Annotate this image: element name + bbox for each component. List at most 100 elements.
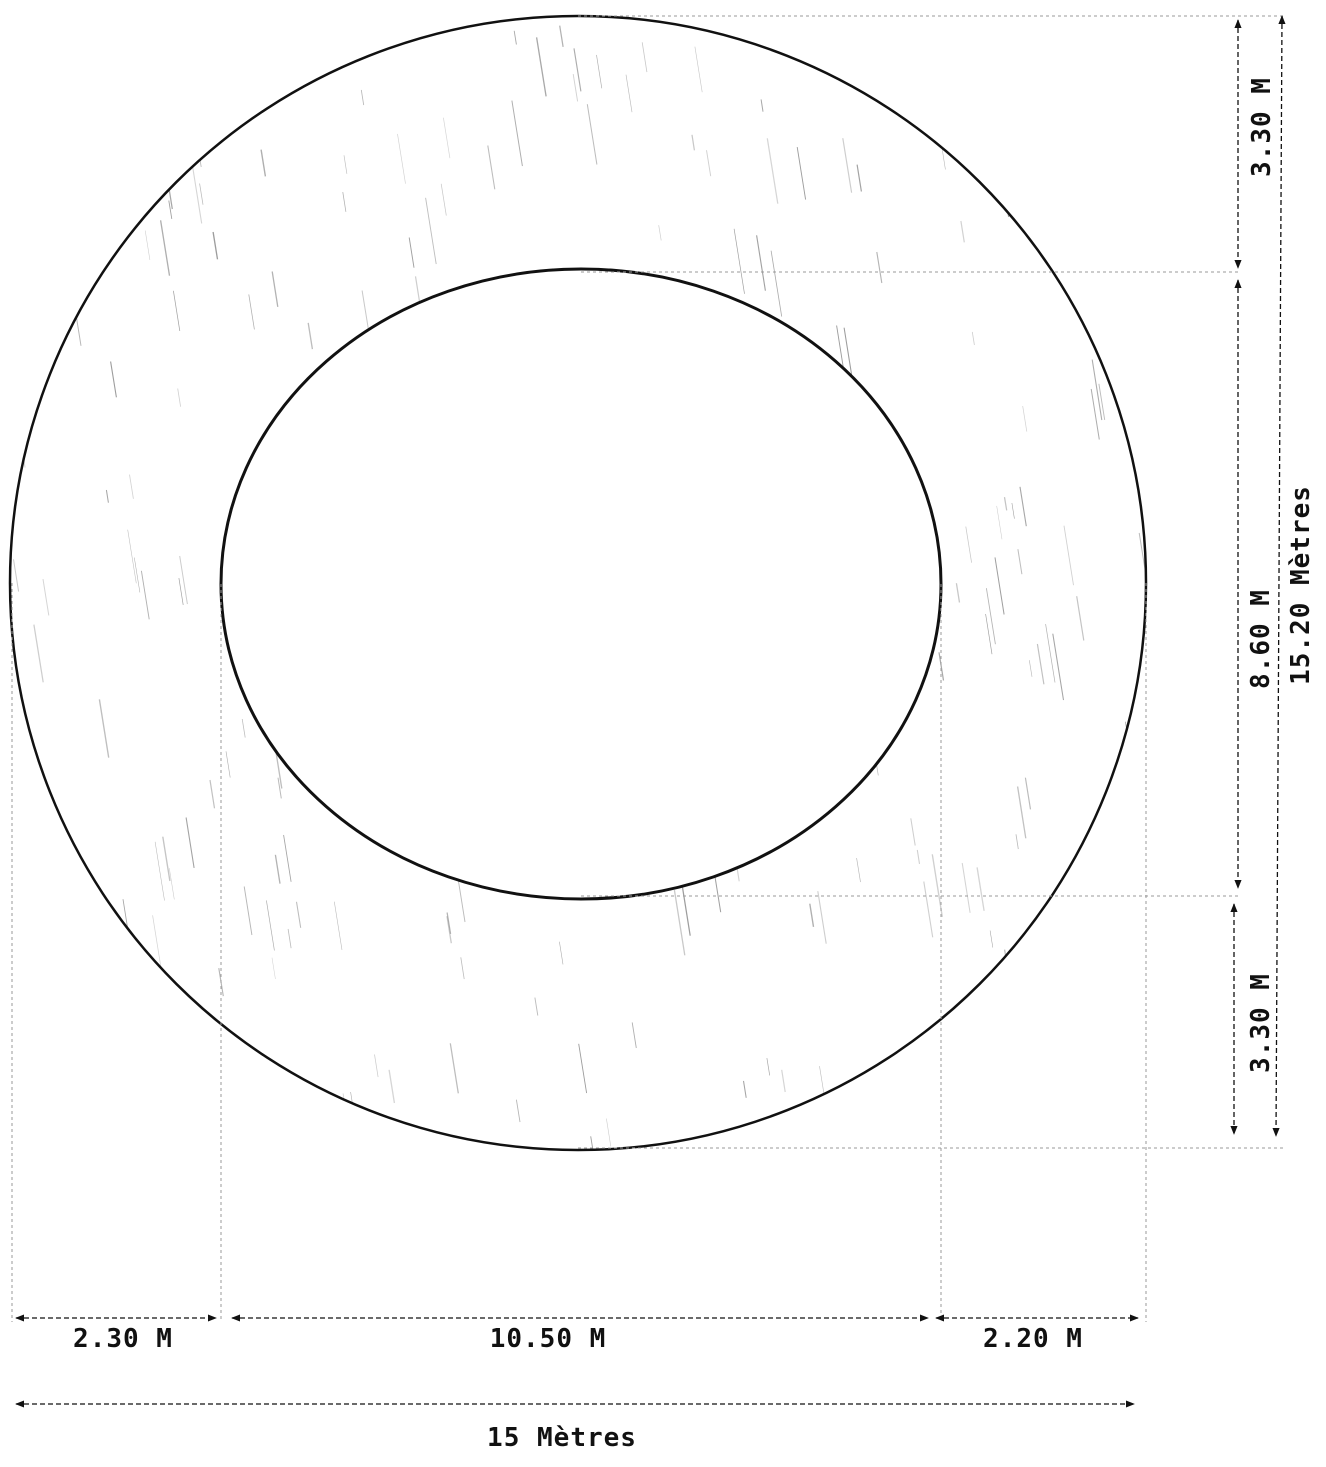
hatch-stroke	[568, 651, 573, 670]
hatch-stroke	[586, 104, 598, 165]
hatch-stroke	[446, 912, 452, 934]
hatch-stroke	[1113, 1066, 1124, 1127]
hatch-stroke	[260, 149, 267, 177]
hatch-stroke	[343, 155, 348, 174]
hatch-stroke	[643, 658, 648, 678]
hatch-stroke	[792, 728, 802, 778]
hatch-stroke	[706, 150, 712, 177]
hatch-stroke	[45, 49, 57, 113]
hatch-stroke	[822, 510, 828, 538]
hatch-stroke	[913, 32, 924, 88]
hatch-stroke	[884, 688, 889, 708]
hatch-stroke	[237, 613, 244, 644]
hatch-stroke	[691, 134, 696, 151]
hatch-stroke	[931, 854, 943, 918]
hatch-stroke	[590, 1136, 594, 1150]
hatch-stroke	[440, 183, 447, 216]
hatch-stroke	[1110, 921, 1122, 985]
hatch-stroke	[90, 266, 95, 288]
hatch-stroke	[547, 622, 556, 673]
hatch-stroke	[1016, 786, 1027, 839]
hatch-stroke	[781, 1069, 786, 1093]
left-ring-width-label: 2.30 M	[73, 1324, 173, 1354]
hatch-stroke	[159, 220, 171, 276]
hatch-stroke	[414, 276, 421, 305]
hatch-stroke	[1074, 881, 1081, 916]
hatch-stroke	[374, 1054, 379, 1078]
hatch-stroke	[271, 271, 279, 308]
hatch-stroke	[1011, 502, 1015, 519]
hatch-stroke	[12, 559, 20, 592]
hatch-stroke	[817, 1106, 826, 1153]
hatch-stroke	[1024, 777, 1032, 810]
hatch-stroke	[104, 92, 109, 115]
hatch-stroke	[411, 379, 417, 401]
hatch-stroke	[766, 138, 779, 204]
hatch-stroke	[173, 290, 181, 332]
hatch-stroke	[894, 1058, 899, 1076]
hatch-stroke	[116, 166, 120, 180]
hatch-stroke	[916, 849, 921, 864]
hatch-stroke	[681, 884, 691, 936]
hatch-stroke	[128, 33, 134, 55]
hatch-stroke	[1028, 660, 1033, 677]
hatch-stroke	[168, 200, 173, 219]
hatch-stroke	[458, 793, 468, 847]
hatch-stroke	[1082, 186, 1088, 215]
hatch-stroke	[603, 268, 608, 287]
hatch-stroke	[435, 805, 442, 841]
hatch-stroke	[327, 406, 333, 432]
hatch-stroke	[1003, 496, 1008, 511]
hatch-stroke	[978, 1023, 990, 1081]
hatch-stroke	[78, 856, 86, 894]
hatch-stroke	[606, 1118, 612, 1147]
hatch-stroke	[1138, 762, 1143, 784]
hatch-stroke	[410, 412, 415, 429]
hatch-stroke	[809, 903, 815, 928]
hatch-stroke	[1125, 20, 1130, 39]
hatch-stroke	[98, 699, 110, 758]
hatch-stroke	[631, 1022, 637, 1049]
hatch-stroke	[940, 140, 946, 170]
hatch-stroke	[673, 889, 686, 956]
hatch-stroke	[641, 42, 648, 73]
hatch-stroke	[814, 523, 824, 576]
hatch-stroke	[443, 117, 451, 159]
hatch-stroke	[678, 765, 686, 805]
hatch-stroke	[1042, 923, 1047, 940]
hatch-stroke	[842, 138, 853, 193]
hatch-stroke	[621, 637, 633, 699]
hatch-stroke	[192, 166, 203, 224]
hatch-stroke	[1015, 834, 1019, 850]
hatch-stroke	[210, 71, 222, 136]
hatch-stroke	[319, 1105, 327, 1142]
hatch-stroke	[1017, 549, 1023, 575]
hatch-stroke	[388, 1069, 396, 1104]
hatch-stroke	[401, 461, 410, 505]
hatch-stroke	[783, 324, 794, 382]
hatch-stroke	[295, 901, 302, 928]
hatch-stroke	[334, 901, 343, 950]
hatch-stroke	[596, 54, 603, 89]
dimension-lines	[15, 15, 1286, 1408]
hatch-stroke	[397, 133, 406, 184]
hatch-stroke	[856, 613, 865, 655]
hatch-stroke	[1135, 861, 1147, 925]
total-width-label: 15 Mètres	[487, 1423, 637, 1453]
hatch-stroke	[274, 635, 281, 667]
hatch-stroke	[243, 886, 253, 936]
hatch-stroke	[766, 1058, 771, 1076]
hatch-stroke	[1090, 388, 1100, 440]
hatch-stroke	[682, 406, 691, 454]
bottom-ring-height-label: 3.30 M	[1246, 973, 1276, 1073]
hatch-stroke	[129, 474, 134, 499]
hatch-stroke	[1059, 205, 1064, 228]
hatch-stroke	[985, 613, 993, 655]
hatch-stroke	[572, 74, 579, 102]
hatch-stroke	[802, 412, 814, 473]
hatch-stroke	[1019, 486, 1027, 527]
hatch-stroke	[105, 489, 109, 503]
hatch-stroke	[26, 162, 32, 193]
hatch-stroke	[110, 361, 117, 398]
hatch-stroke	[564, 535, 568, 548]
